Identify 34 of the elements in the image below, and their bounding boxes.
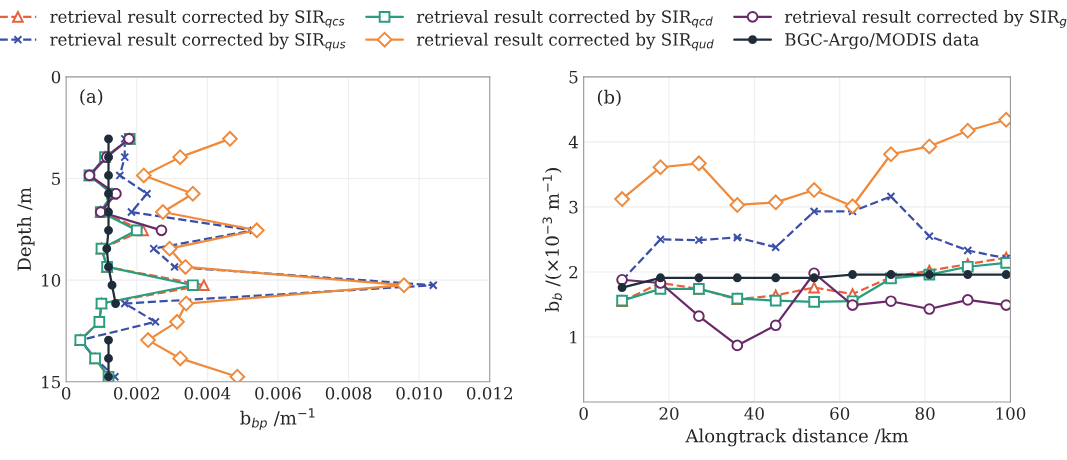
x-tick-label: 0.004 <box>184 386 231 400</box>
y-tick-label: 5 <box>569 71 578 84</box>
x-tick-label: 80 <box>915 407 935 420</box>
x-tick-label: 0.012 <box>467 386 512 400</box>
legend-label: BGC-Argo/MODIS data <box>785 32 979 50</box>
legend-label: retrieval result corrected by SIR$_{qud}$ <box>416 32 714 51</box>
x-tick-label: 20 <box>659 407 679 420</box>
annotation: (b) <box>597 89 621 107</box>
y-tick-label: 1 <box>570 330 577 344</box>
x-axis-title: Alongtrack distance /km <box>685 428 909 447</box>
x-tick-label: 0.006 <box>255 386 301 400</box>
x-tick-label: 0.010 <box>396 386 442 400</box>
y-tick-label: 3 <box>569 200 578 214</box>
x-tick-label: 0.008 <box>325 386 372 400</box>
annotation: (a) <box>80 89 103 106</box>
x-tick-label: 100 <box>996 407 1026 420</box>
x-tick-label: 0.002 <box>114 386 159 400</box>
x-tick-label: 60 <box>830 407 850 420</box>
x-axis-title: b$_{bp}$ /m$^{−1}$ <box>240 408 315 431</box>
y-tick-label: 15 <box>42 375 61 389</box>
x-tick-label: 0 <box>61 386 71 400</box>
legend-label: retrieval result corrected by SIR$_{g}$ <box>784 10 1067 28</box>
y-axis-title: b$_{b}$ /(×10$^{−3}$ m$^{−1}$) <box>542 168 562 312</box>
y-tick-label: 2 <box>569 265 578 279</box>
x-tick-label: 0 <box>579 407 588 420</box>
legend-label: retrieval result corrected by SIR$_{qus}$ <box>50 32 346 51</box>
y-tick-label: 10 <box>42 274 61 287</box>
legend-label: retrieval result corrected by SIR$_{qcd}$ <box>416 10 713 28</box>
y-tick-label: 5 <box>52 172 61 186</box>
y-axis-title: Depth /m <box>17 187 35 271</box>
legend-label: retrieval result corrected by SIR$_{qcs}$ <box>50 10 345 28</box>
y-tick-label: 4 <box>568 135 578 149</box>
y-tick-label: 0 <box>51 70 61 84</box>
x-tick-label: 40 <box>744 407 764 420</box>
